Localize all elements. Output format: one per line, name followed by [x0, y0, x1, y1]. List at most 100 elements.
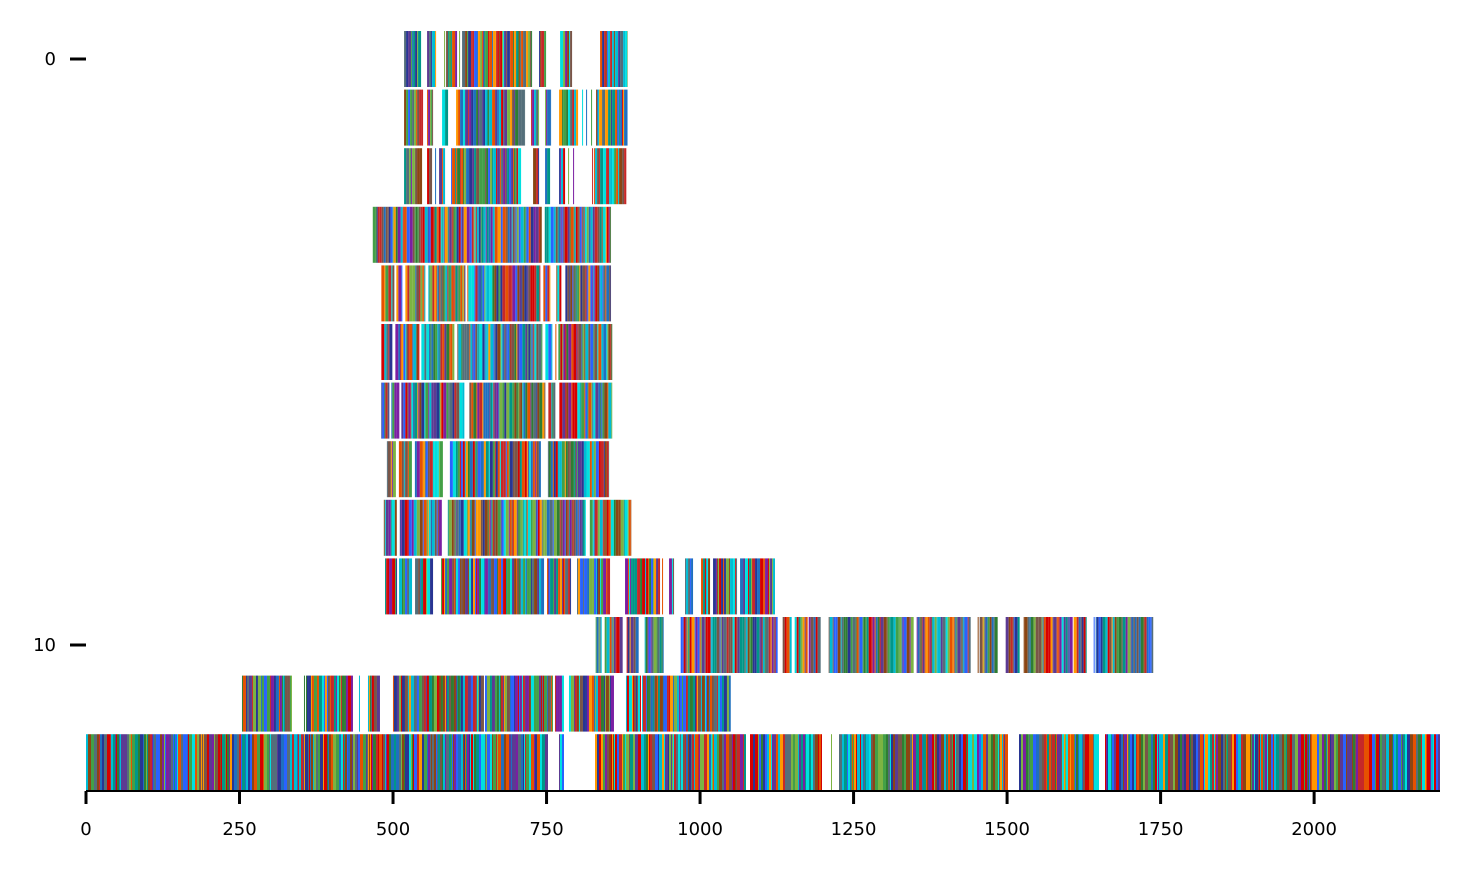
sequence-stripe	[1410, 734, 1413, 791]
sequence-stripe	[452, 31, 456, 87]
sequence-stripe	[1173, 734, 1175, 791]
sequence-stripe	[384, 265, 386, 322]
sequence-stripe	[1312, 734, 1313, 791]
sequence-stripe	[428, 675, 430, 732]
sequence-stripe	[514, 31, 517, 87]
sequence-stripe	[589, 441, 592, 498]
sequence-stripe	[789, 617, 792, 673]
sequence-stripe	[500, 265, 503, 322]
sequence-stripe	[430, 499, 432, 556]
sequence-stripe	[562, 206, 564, 263]
sequence-stripe	[399, 499, 401, 556]
sequence-stripe	[527, 324, 529, 380]
sequence-stripe	[1141, 734, 1143, 791]
sequence-stripe	[627, 617, 630, 673]
sequence-stripe	[560, 734, 562, 791]
sequence-stripe	[1081, 617, 1084, 673]
sequence-stripe	[464, 734, 465, 791]
sequence-stripe	[1057, 734, 1058, 791]
sequence-stripe	[401, 441, 404, 498]
sequence-stripe	[403, 441, 405, 498]
sequence-stripe	[407, 441, 409, 498]
sequence-stripe	[586, 265, 588, 322]
sequence-stripe	[600, 382, 602, 439]
sequence-stripe	[595, 617, 597, 673]
sequence-stripe	[116, 734, 117, 791]
sequence-stripe	[526, 206, 529, 263]
sequence-stripe	[591, 441, 594, 498]
sequence-stripe	[1047, 734, 1049, 791]
sequence-stripe	[624, 148, 627, 205]
sequence-stripe	[368, 734, 369, 791]
sequence-stripe	[687, 617, 689, 673]
sequence-stripe	[1338, 734, 1340, 791]
sequence-stripe	[637, 675, 640, 732]
sequence-stripe	[160, 734, 162, 791]
sequence-stripe	[611, 734, 612, 791]
sequence-stripe	[513, 734, 516, 791]
sequence-stripe	[396, 558, 398, 615]
sequence-stripe	[410, 675, 414, 732]
sequence-stripe	[528, 265, 531, 322]
sequence-stripe	[487, 499, 489, 556]
sequence-stripe	[556, 558, 559, 615]
sequence-stripe	[813, 734, 814, 791]
sequence-stripe	[401, 734, 402, 791]
sequence-stripe	[989, 617, 992, 673]
sequence-stripe	[497, 148, 500, 205]
sequence-stripe	[513, 31, 515, 87]
sequence-stripe	[902, 617, 904, 673]
sequence-stripe	[419, 148, 423, 205]
sequence-stripe	[517, 265, 520, 322]
sequence-stripe	[1089, 734, 1092, 791]
sequence-stripe	[463, 148, 465, 205]
sequence-stripe	[472, 31, 475, 87]
sequence-stripe	[311, 734, 313, 791]
sequence-stripe	[690, 558, 692, 615]
sequence-stripe	[634, 558, 638, 615]
sequence-stripe	[952, 734, 953, 791]
sequence-stripe	[926, 734, 927, 791]
sequence-stripe	[164, 734, 165, 791]
sequence-stripe	[430, 324, 432, 380]
sequence-stripe	[398, 675, 401, 732]
sequence-stripe	[442, 324, 445, 380]
sequence-stripe	[770, 558, 773, 615]
sequence-stripe	[455, 206, 457, 263]
sequence-stripe	[434, 265, 437, 322]
sequence-stripe	[685, 558, 687, 615]
sequence-stripe	[514, 558, 517, 615]
sequence-stripe	[672, 558, 674, 615]
sequence-stripe	[504, 324, 506, 380]
sequence-stripe	[459, 31, 461, 87]
sequence-stripe	[597, 148, 600, 205]
sequence-stripe	[449, 734, 451, 791]
sequence-stripe	[760, 558, 764, 615]
sequence-stripe	[1355, 734, 1356, 791]
sequence-stripe	[426, 675, 429, 732]
sequence-stripe	[492, 382, 494, 439]
sequence-stripe	[438, 206, 441, 263]
sequence-stripe	[582, 499, 585, 556]
sequence-stripe	[1051, 734, 1052, 791]
sequence-stripe	[407, 558, 410, 615]
sequence-stripe	[1413, 734, 1415, 791]
sequence-stripe	[515, 89, 519, 146]
sequence-stripe	[497, 499, 501, 556]
sequence-stripe	[426, 499, 428, 556]
sequence-stripe	[691, 734, 692, 791]
sequence-stripe	[282, 675, 284, 732]
sequence-stripe	[613, 617, 616, 673]
sequence-stripe	[451, 206, 453, 263]
sequence-stripe	[358, 734, 360, 791]
sequence-stripe	[563, 148, 566, 205]
sequence-stripe	[429, 441, 433, 498]
sequence-stripe	[535, 441, 537, 498]
sequence-stripe	[254, 734, 257, 791]
sequence-stripe	[595, 148, 598, 205]
sequence-stripe	[503, 31, 505, 87]
sequence-stripe	[979, 734, 981, 791]
sequence-stripe	[427, 206, 429, 263]
sequence-stripe	[506, 31, 508, 87]
